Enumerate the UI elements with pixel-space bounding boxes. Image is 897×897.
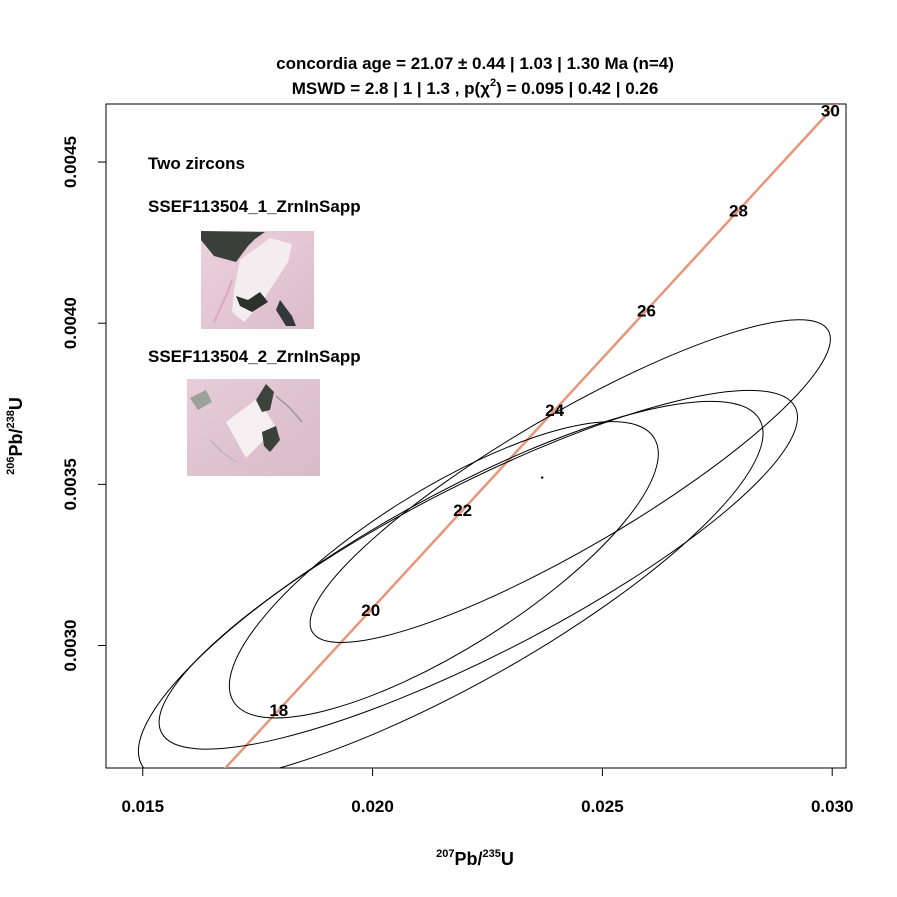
error-ellipse-4 — [309, 319, 831, 643]
x-tick-label: 0.025 — [581, 797, 624, 816]
y-tick-label: 0.0035 — [61, 458, 80, 510]
concordia-age-label: 20 — [361, 601, 380, 620]
y-axis-label: 206Pb/238U — [5, 397, 26, 475]
x-tick-label: 0.030 — [811, 797, 854, 816]
concordia-age-label: 24 — [545, 401, 564, 420]
concordia-age-label: 28 — [729, 201, 748, 220]
chart-title-line1: concordia age = 21.07 ± 0.44 | 1.03 | 1.… — [276, 54, 674, 73]
x-tick-label: 0.015 — [121, 797, 164, 816]
annotation-sample-2: SSEF113504_2_ZrnInSapp — [148, 347, 361, 366]
error-ellipse-1 — [228, 421, 659, 719]
zircon-photo-1 — [201, 231, 314, 329]
x-axis-label: 207Pb/235U — [436, 848, 514, 869]
concordia-age-label: 26 — [637, 301, 656, 320]
error-ellipse-2 — [137, 400, 764, 768]
x-tick-label: 0.020 — [351, 797, 394, 816]
y-tick-label: 0.0040 — [61, 297, 80, 349]
error-ellipse-3 — [158, 389, 798, 750]
annotation-two-zircons: Two zircons — [148, 154, 245, 173]
concordia-line — [223, 104, 839, 768]
concordia-age-point — [540, 476, 544, 479]
concordia-age-label: 18 — [269, 701, 288, 720]
y-tick-label: 0.0030 — [61, 620, 80, 672]
chart-title-line2: MSWD = 2.8 | 1 | 1.3 , p(χ2) = 0.095 | 0… — [292, 77, 659, 98]
zircon-photo-2 — [187, 379, 320, 476]
y-tick-label: 0.0045 — [61, 136, 80, 188]
annotation-sample-1: SSEF113504_1_ZrnInSapp — [148, 197, 361, 216]
concordia-age-label: 22 — [453, 501, 472, 520]
concordia-age-label: 30 — [821, 101, 840, 120]
plot-frame — [105, 103, 847, 769]
